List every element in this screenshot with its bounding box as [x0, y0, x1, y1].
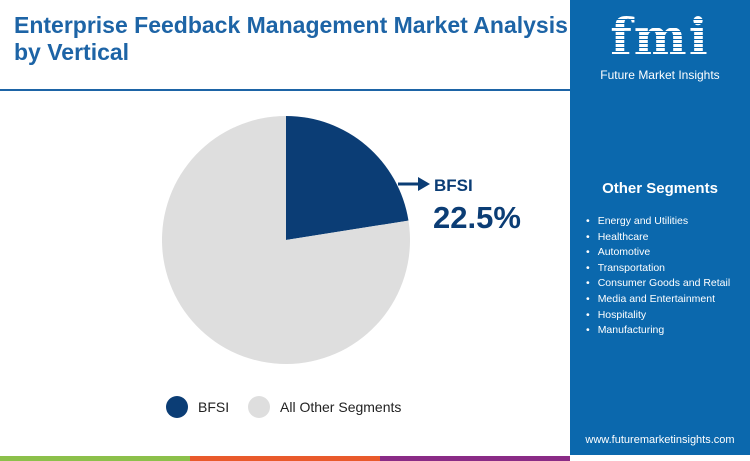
- list-item: Healthcare: [586, 230, 730, 246]
- legend-swatch: [248, 396, 270, 418]
- pie-slice-bfsi: [286, 116, 409, 240]
- arrow-head-icon: [418, 177, 430, 191]
- legend-label: BFSI: [198, 399, 230, 415]
- website-url: www.futuremarketinsights.com: [585, 434, 735, 446]
- side-panel: fmi Future Market Insights Other Segment…: [570, 0, 750, 455]
- list-item: Manufacturing: [586, 323, 730, 339]
- annotation-value: 22.5%: [433, 200, 521, 235]
- other-segments-title: Other Segments: [602, 180, 718, 197]
- legend-swatch: [166, 396, 188, 418]
- footer-bar-green: [0, 456, 190, 461]
- pie-chart: BFSI 22.5%: [161, 116, 521, 364]
- legend-label: All Other Segments: [280, 399, 402, 415]
- list-item: Energy and Utilities: [586, 214, 730, 230]
- annotation-label: BFSI: [434, 176, 473, 195]
- legend-item-bfsi: BFSI: [166, 396, 229, 418]
- footer-bar-purple: [380, 456, 570, 461]
- divider: [0, 89, 570, 91]
- page-title: Enterprise Feedback Management Market An…: [14, 12, 568, 65]
- fmi-logo: fmi Future Market Insights: [570, 8, 750, 83]
- list-item: Media and Entertainment: [586, 292, 730, 308]
- footer-bar-orange: [190, 456, 380, 461]
- legend-item-others: All Other Segments: [248, 396, 401, 418]
- list-item: Automotive: [586, 245, 730, 261]
- list-item: Consumer Goods and Retail: [586, 276, 731, 292]
- list-item: Transportation: [586, 261, 730, 277]
- segments-list: Energy and Utilities Healthcare Automoti…: [586, 214, 731, 339]
- pie-slice-all-other-segments: [161, 116, 410, 364]
- list-item: Hospitality: [586, 308, 730, 324]
